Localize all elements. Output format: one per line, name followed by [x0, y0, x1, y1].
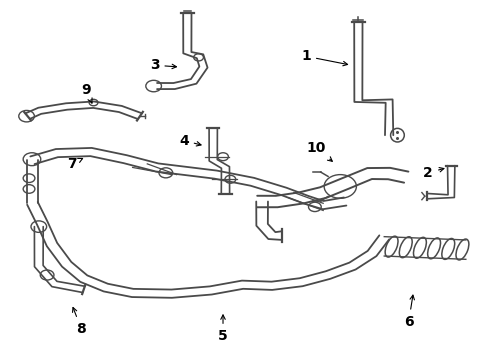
Text: 10: 10 — [306, 141, 332, 161]
Text: 4: 4 — [179, 134, 201, 148]
Text: 7: 7 — [67, 157, 83, 171]
Text: 2: 2 — [423, 166, 444, 180]
Text: 3: 3 — [150, 58, 176, 72]
Text: 8: 8 — [73, 307, 86, 336]
Text: 1: 1 — [301, 49, 347, 66]
Text: 9: 9 — [81, 84, 92, 103]
Text: 6: 6 — [404, 295, 415, 329]
Text: 5: 5 — [218, 315, 228, 343]
